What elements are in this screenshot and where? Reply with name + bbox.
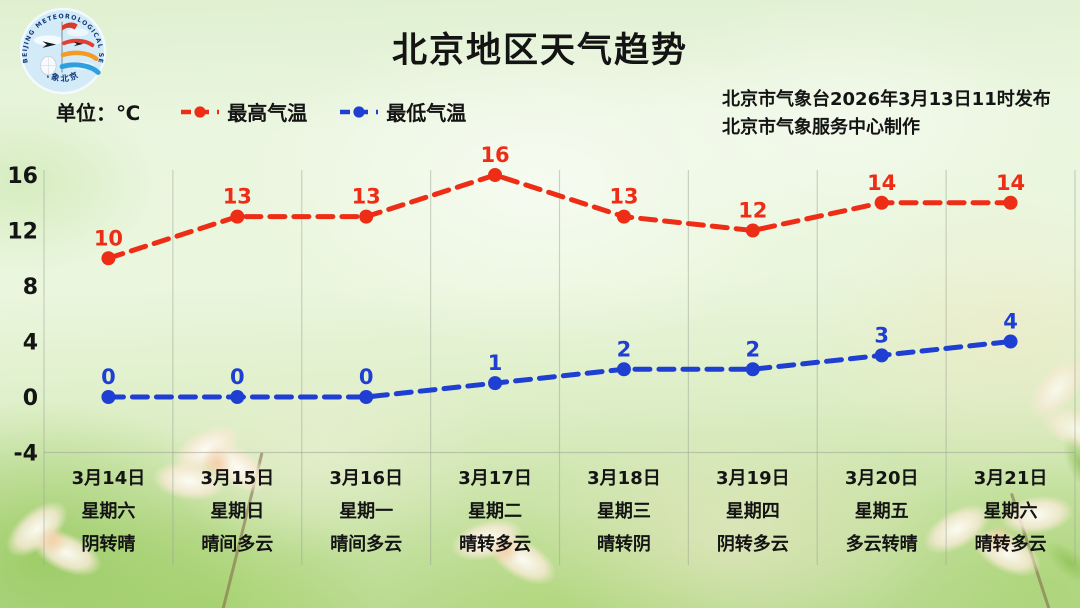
data-point-value-label: 13 bbox=[223, 185, 252, 209]
weekday-label: 星期六 bbox=[81, 501, 136, 522]
data-point-min bbox=[874, 348, 889, 363]
weather-label: 晴转多云 bbox=[459, 534, 532, 555]
data-point-value-label: 10 bbox=[94, 226, 123, 250]
x-axis-label-column: 3月19日星期四阴转多云 bbox=[688, 462, 817, 561]
magnolia-flower-left-edge bbox=[0, 490, 140, 608]
date-label: 3月21日 bbox=[973, 468, 1048, 489]
data-point-value-label: 16 bbox=[480, 143, 509, 167]
weather-label: 晴转多云 bbox=[974, 534, 1047, 555]
date-label: 3月17日 bbox=[458, 468, 532, 489]
data-point-max bbox=[230, 209, 245, 224]
weather-label: 晴间多云 bbox=[330, 534, 403, 555]
data-point-max bbox=[488, 168, 503, 182]
data-point-max bbox=[745, 223, 760, 238]
beijing-meteorological-service-logo: BEIJING METEOROLOGICAL SERVICE 气象北京 bbox=[19, 7, 107, 95]
weekday-label: 星期二 bbox=[468, 501, 523, 522]
x-axis-label-column: 3月21日星期六晴转多云 bbox=[946, 462, 1075, 561]
x-axis-label-column: 3月18日星期三晴转阴 bbox=[560, 462, 689, 561]
data-point-value-label: 2 bbox=[617, 337, 632, 361]
x-axis-label-column: 3月17日星期二晴转多云 bbox=[431, 462, 560, 561]
publisher-line2: 北京市气象服务中心制作 bbox=[722, 117, 920, 138]
min-temp-line-icon bbox=[340, 105, 379, 118]
max-temp-line-icon bbox=[181, 105, 220, 118]
data-point-value-label: 2 bbox=[746, 337, 761, 361]
magnolia-flower-bottom-center bbox=[420, 505, 600, 608]
data-point-min bbox=[101, 390, 116, 404]
logo-orange-band bbox=[60, 50, 99, 62]
x-axis-label-column: 3月20日星期五多云转晴 bbox=[817, 462, 946, 561]
data-point-min bbox=[745, 362, 760, 377]
x-axis-label-column: 3月14日星期六阴转晴 bbox=[44, 462, 173, 561]
data-point-value-label: 14 bbox=[996, 171, 1025, 195]
data-point-max bbox=[359, 209, 374, 224]
weekday-label: 星期日 bbox=[210, 501, 265, 522]
y-axis-tick-label: 0 bbox=[23, 386, 38, 411]
x-axis-label-column: 3月16日星期一晴间多云 bbox=[302, 462, 431, 561]
weekday-label: 星期三 bbox=[596, 501, 651, 522]
legend-label-min: 最低气温 bbox=[386, 101, 467, 125]
date-label: 3月14日 bbox=[71, 468, 146, 489]
data-point-min bbox=[1003, 334, 1018, 349]
unit-label: 单位：℃ bbox=[56, 101, 141, 125]
weather-label: 晴转阴 bbox=[596, 534, 651, 555]
publisher-line1: 北京市气象台2026年3月13日11时发布 bbox=[722, 89, 1051, 110]
flower-bud bbox=[490, 535, 520, 565]
data-point-max bbox=[101, 251, 116, 266]
weather-label: 阴转晴 bbox=[81, 534, 136, 555]
data-point-value-label: 4 bbox=[1003, 310, 1018, 334]
data-point-value-label: 0 bbox=[230, 365, 245, 389]
logo-swallow bbox=[42, 41, 57, 48]
weather-label: 晴间多云 bbox=[201, 534, 274, 555]
weekday-label: 星期五 bbox=[854, 501, 909, 522]
date-label: 3月16日 bbox=[329, 468, 403, 489]
data-point-min bbox=[488, 376, 503, 391]
logo-blue-band bbox=[59, 62, 101, 75]
data-point-value-label: 13 bbox=[609, 185, 638, 209]
legend: 单位：℃ 最高气温 最低气温 bbox=[56, 97, 498, 126]
logo-red-band bbox=[62, 38, 95, 48]
date-label: 3月15日 bbox=[200, 468, 275, 489]
y-axis-tick-label: 12 bbox=[7, 220, 38, 245]
x-axis-label-column: 3月15日星期日晴间多云 bbox=[173, 462, 302, 561]
legend-item-max-temp: 最高气温 bbox=[180, 97, 307, 126]
data-point-value-label: 13 bbox=[352, 185, 381, 209]
logo-flag bbox=[62, 22, 78, 31]
weekday-label: 星期四 bbox=[725, 501, 780, 522]
date-label: 3月20日 bbox=[844, 468, 919, 489]
flower-bud bbox=[38, 526, 68, 556]
data-point-min bbox=[359, 390, 374, 404]
y-axis-tick-label: -4 bbox=[14, 442, 38, 467]
date-label: 3月18日 bbox=[587, 468, 661, 489]
legend-item-min-temp: 最低气温 bbox=[339, 97, 466, 126]
data-point-min bbox=[616, 362, 631, 377]
flower-bud bbox=[984, 524, 1014, 554]
weather-label: 多云转晴 bbox=[845, 534, 918, 555]
date-label: 3月19日 bbox=[716, 468, 790, 489]
publisher-info: 北京市气象台2026年3月13日11时发布 北京市气象服务中心制作 bbox=[722, 86, 1051, 142]
weather-label: 阴转多云 bbox=[716, 534, 789, 555]
page-title: 北京地区天气趋势 bbox=[391, 31, 688, 71]
legend-label-max: 最高气温 bbox=[227, 101, 308, 125]
data-point-max bbox=[874, 195, 889, 210]
data-point-value-label: 0 bbox=[101, 365, 116, 389]
y-axis-tick-label: 16 bbox=[7, 164, 38, 189]
data-point-min bbox=[230, 390, 245, 404]
y-axis-tick-label: 4 bbox=[23, 331, 38, 356]
min-temp-line bbox=[105, 339, 1014, 400]
y-axis-tick-label: 8 bbox=[23, 275, 38, 300]
weekday-label: 星期六 bbox=[983, 501, 1038, 522]
data-point-max bbox=[616, 209, 631, 224]
magnolia-flower-bottom-right bbox=[880, 490, 1080, 608]
data-point-value-label: 1 bbox=[488, 351, 503, 375]
data-point-value-label: 12 bbox=[738, 199, 767, 223]
data-point-value-label: 0 bbox=[359, 365, 374, 389]
data-point-max bbox=[1003, 195, 1018, 210]
data-point-value-label: 3 bbox=[874, 323, 889, 347]
weekday-label: 星期一 bbox=[339, 501, 394, 522]
max-temp-line bbox=[105, 172, 1014, 261]
data-point-value-label: 14 bbox=[867, 171, 896, 195]
